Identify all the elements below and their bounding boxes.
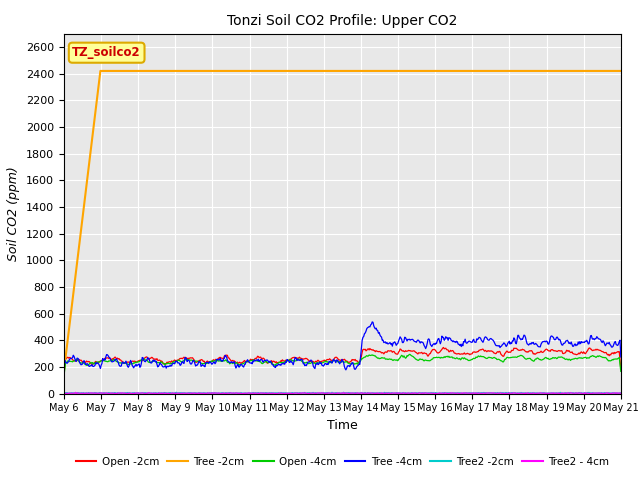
Title: Tonzi Soil CO2 Profile: Upper CO2: Tonzi Soil CO2 Profile: Upper CO2 [227,14,458,28]
Legend: Open -2cm, Tree -2cm, Open -4cm, Tree -4cm, Tree2 -2cm, Tree2 - 4cm: Open -2cm, Tree -2cm, Open -4cm, Tree -4… [72,453,613,471]
X-axis label: Time: Time [327,419,358,432]
Y-axis label: Soil CO2 (ppm): Soil CO2 (ppm) [8,166,20,261]
Text: TZ_soilco2: TZ_soilco2 [72,46,141,59]
